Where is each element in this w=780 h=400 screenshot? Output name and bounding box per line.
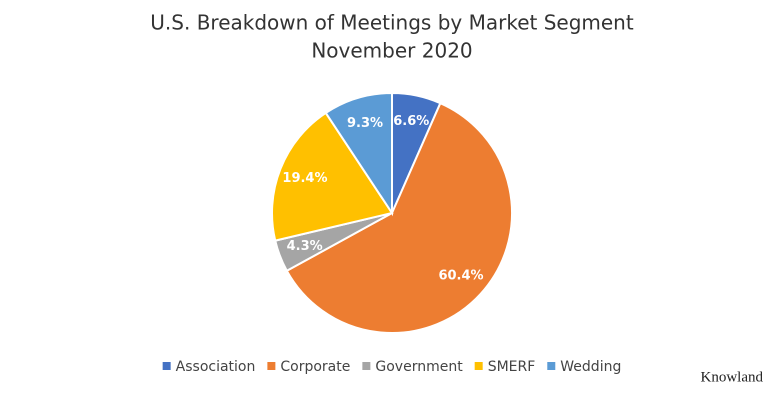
slice-label: 6.6% bbox=[393, 114, 429, 129]
legend-label: Government bbox=[375, 359, 463, 375]
slice-label: 4.3% bbox=[287, 239, 323, 254]
chart-title: U.S. Breakdown of Meetings by Market Seg… bbox=[150, 11, 634, 35]
chart-subtitle: November 2020 bbox=[311, 39, 472, 63]
legend-swatch bbox=[474, 362, 483, 370]
legend-swatch bbox=[547, 362, 556, 370]
pie-slice bbox=[271, 111, 394, 242]
legend-label: Association bbox=[176, 359, 256, 375]
legend-swatch bbox=[267, 362, 276, 370]
legend: Association Corporate Government SMERF Weddi… bbox=[162, 359, 621, 375]
legend-swatch bbox=[162, 362, 171, 370]
watermark: Knowland bbox=[701, 369, 764, 385]
slice-label: 19.4% bbox=[282, 171, 327, 186]
slice-label: 60.4% bbox=[438, 269, 483, 284]
legend-swatch bbox=[362, 362, 371, 370]
slice-label: 9.3% bbox=[347, 116, 383, 131]
legend-label: SMERF bbox=[488, 359, 536, 375]
legend-label: Corporate bbox=[280, 359, 350, 375]
pie-slice bbox=[324, 91, 393, 217]
legend-label: Wedding bbox=[560, 359, 621, 375]
pie-slice bbox=[285, 101, 513, 334]
